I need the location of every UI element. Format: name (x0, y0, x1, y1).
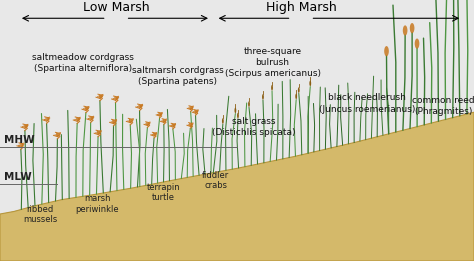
Text: common reed
(Phragmites): common reed (Phragmites) (412, 96, 474, 116)
Ellipse shape (295, 94, 297, 99)
Text: marsh
periwinkle: marsh periwinkle (75, 194, 119, 214)
Ellipse shape (262, 94, 264, 100)
Text: ribbed
mussels: ribbed mussels (23, 205, 57, 224)
Text: saltmeadow cordgrass
(Spartina alterniflora): saltmeadow cordgrass (Spartina alternifl… (32, 53, 134, 73)
Ellipse shape (271, 85, 273, 91)
Ellipse shape (415, 38, 419, 49)
Ellipse shape (222, 118, 224, 124)
Text: MLW: MLW (4, 172, 32, 182)
Text: fiddler
crabs: fiddler crabs (202, 171, 229, 190)
Text: MHW: MHW (4, 135, 35, 145)
Ellipse shape (235, 108, 236, 113)
Text: black needlerush
(Juncus roemerianus): black needlerush (Juncus roemerianus) (319, 93, 416, 114)
Ellipse shape (298, 87, 300, 93)
Text: Low Marsh: Low Marsh (83, 1, 149, 14)
Polygon shape (0, 208, 26, 261)
Text: High Marsh: High Marsh (265, 1, 337, 14)
Text: three-square
bulrush
(Scirpus americanus): three-square bulrush (Scirpus americanus… (225, 47, 320, 78)
Polygon shape (0, 112, 474, 261)
Ellipse shape (403, 25, 408, 35)
Ellipse shape (384, 46, 389, 56)
Ellipse shape (237, 113, 239, 118)
Text: salt grass
(Distichlis spicata): salt grass (Distichlis spicata) (212, 117, 295, 137)
Ellipse shape (410, 23, 414, 33)
Ellipse shape (248, 101, 250, 107)
Text: terrapin
turtle: terrapin turtle (147, 183, 180, 202)
Ellipse shape (310, 81, 311, 86)
Text: saltmarsh cordgrass
(Spartina patens): saltmarsh cordgrass (Spartina patens) (132, 66, 224, 86)
